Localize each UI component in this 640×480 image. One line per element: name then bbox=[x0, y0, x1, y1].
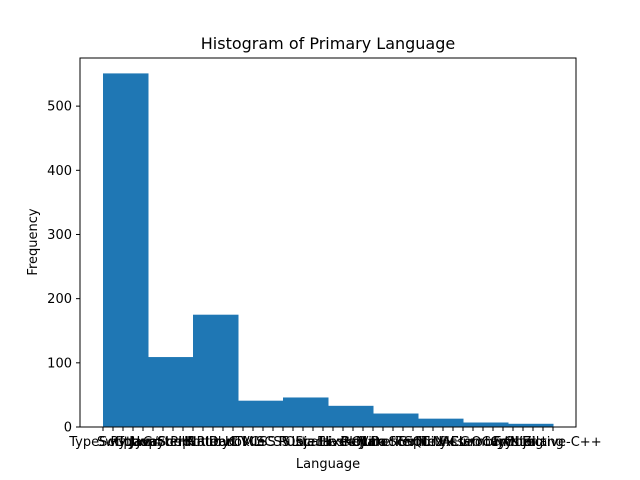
histogram-bar bbox=[508, 423, 554, 427]
x-tick-label: Lua bbox=[291, 435, 314, 450]
histogram-bar bbox=[463, 422, 509, 427]
histogram-bar bbox=[193, 314, 239, 427]
histogram-bar bbox=[328, 405, 374, 427]
y-tick-label: 500 bbox=[47, 100, 72, 115]
y-tick-label: 100 bbox=[47, 356, 72, 371]
y-tick-label: 0 bbox=[64, 421, 72, 436]
x-tick-label: C# bbox=[143, 435, 163, 450]
x-tick-label: JavaScript bbox=[129, 435, 195, 450]
x-tick-label: Makefile bbox=[356, 435, 410, 450]
x-tick-label: Nix bbox=[432, 435, 453, 450]
x-tick-label: Perl bbox=[341, 435, 365, 450]
x-tick-label: Kotlin bbox=[185, 435, 221, 450]
x-tick-label: Vue bbox=[241, 435, 265, 450]
x-tick-label: C bbox=[228, 435, 237, 450]
histogram-bar bbox=[103, 73, 149, 428]
y-tick-label: 400 bbox=[47, 164, 72, 179]
x-tick-label: Vim Script bbox=[360, 435, 427, 450]
x-tick-label: Julia bbox=[358, 435, 386, 450]
histogram-bar bbox=[283, 397, 329, 427]
x-tick-label: Objective-C bbox=[285, 435, 360, 450]
x-tick-label: Clojure bbox=[340, 435, 386, 450]
x-tick-label: Nim bbox=[510, 435, 536, 450]
x-tick-label: Erlang bbox=[522, 435, 564, 450]
x-tick-label: R bbox=[278, 435, 287, 450]
bars-group bbox=[103, 73, 554, 428]
x-tick-label: Dart bbox=[209, 435, 237, 450]
y-tick-label: 300 bbox=[47, 228, 72, 243]
x-tick-label: Elixir bbox=[317, 435, 350, 450]
chart-title: Histogram of Primary Language bbox=[201, 34, 455, 53]
x-axis: TypeScriptSwiftGoPythonJavaC#JavaScriptS… bbox=[68, 427, 602, 450]
x-tick-label: Haskell bbox=[320, 435, 367, 450]
histogram-bar bbox=[238, 400, 284, 427]
x-tick-label: Jupyter Notebook bbox=[135, 435, 250, 450]
x-tick-label: TypeScript bbox=[68, 435, 137, 450]
x-tick-label: CSS bbox=[250, 435, 276, 450]
x-tick-label: OCaml bbox=[471, 435, 515, 450]
x-tick-label: Go bbox=[114, 435, 132, 450]
x-tick-label: Dockerfile bbox=[370, 435, 435, 450]
x-tick-label: Swift bbox=[97, 435, 129, 450]
plot-frame bbox=[79, 57, 577, 428]
histogram-bar bbox=[373, 413, 419, 427]
x-tick-label: F# bbox=[494, 435, 512, 450]
x-axis-label: Language bbox=[296, 457, 360, 472]
y-axis: 0 100 200 300 400 500 bbox=[47, 100, 80, 436]
x-tick-label: Java bbox=[128, 435, 156, 450]
x-tick-label: TSQL bbox=[395, 435, 430, 450]
x-tick-label: Scala bbox=[296, 435, 331, 450]
histogram-bar bbox=[148, 357, 194, 427]
x-tick-label: SCSS bbox=[256, 435, 290, 450]
x-tick-label: PHP bbox=[170, 435, 196, 450]
x-tick-label: Ruby bbox=[197, 435, 230, 450]
x-tick-label: Elm bbox=[451, 435, 476, 450]
y-axis-label: Frequency bbox=[26, 208, 41, 275]
x-tick-label: Assembly bbox=[442, 435, 505, 450]
histogram-bar bbox=[418, 418, 464, 427]
x-tick-label: Solidity bbox=[399, 435, 447, 450]
x-tick-label: Objective-C++ bbox=[504, 435, 601, 450]
x-tick-label: HCL bbox=[440, 435, 467, 450]
x-tick-label: Groovy bbox=[460, 435, 507, 450]
y-tick-label: 200 bbox=[47, 292, 72, 307]
x-tick-label: Shell bbox=[157, 435, 189, 450]
x-tick-label: Zig bbox=[523, 435, 544, 450]
x-tick-label: Crystal bbox=[490, 435, 536, 450]
x-tick-label: HTML bbox=[225, 435, 262, 450]
x-tick-label: TeX bbox=[421, 435, 445, 450]
x-tick-label: Python bbox=[110, 435, 155, 450]
x-tick-label: Rust bbox=[279, 435, 308, 450]
